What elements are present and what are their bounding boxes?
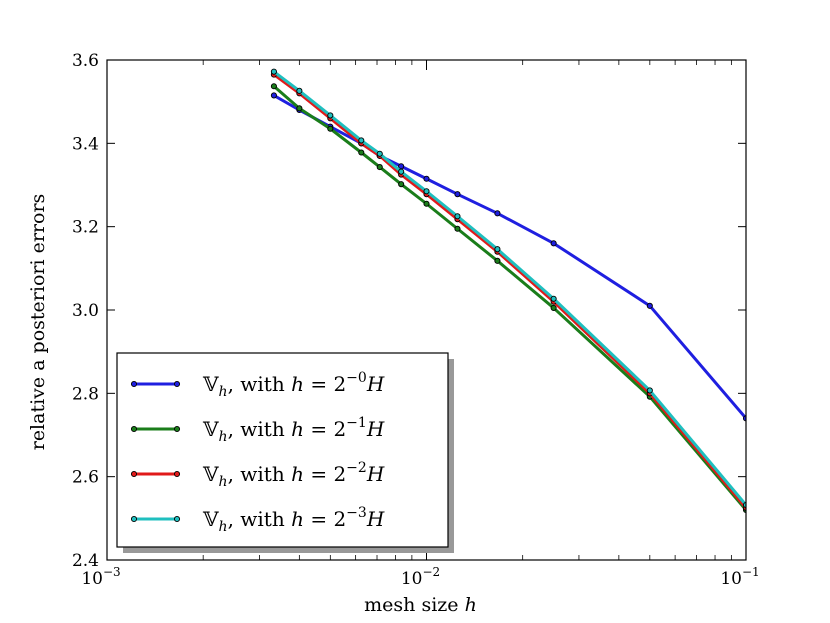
legend-entry: 𝕍h, with h = 2−1H <box>130 415 385 445</box>
data-point <box>423 200 430 207</box>
series-line-3 <box>273 70 746 506</box>
data-point <box>296 105 303 112</box>
data-point <box>550 304 557 311</box>
legend: 𝕍h, with h = 2−0H 𝕍h, with h = 2−1H 𝕍h, wi… <box>116 352 454 553</box>
legend-marker <box>130 470 138 478</box>
x-tick-label: 10−3 <box>81 565 120 589</box>
x-tick-label: 10−2 <box>401 565 440 589</box>
series-1 <box>270 83 746 514</box>
series-line-2 <box>273 73 746 509</box>
data-point <box>550 240 557 247</box>
x-tick-label: 10−1 <box>720 565 759 589</box>
data-point <box>423 175 430 182</box>
legend-marker <box>130 515 138 523</box>
data-point <box>327 112 334 119</box>
data-point <box>423 188 430 195</box>
data-point <box>742 415 746 422</box>
y-tick-label: 2.8 <box>72 384 99 404</box>
data-point <box>358 137 365 144</box>
legend-label: 𝕍h, with h = 2−2H <box>202 460 385 490</box>
legend-marker <box>130 380 138 388</box>
legend-marker <box>173 515 181 523</box>
legend-label: 𝕍h, with h = 2−3H <box>202 505 385 535</box>
y-tick-label: 3.0 <box>72 301 99 321</box>
legend-label: 𝕍h, with h = 2−1H <box>202 415 385 445</box>
data-point <box>646 302 653 309</box>
x-axis-label: mesh size h <box>364 594 477 616</box>
legend-entry: 𝕍h, with h = 2−3H <box>130 505 385 535</box>
data-point <box>270 83 277 90</box>
data-point <box>454 213 461 220</box>
legend-entry: 𝕍h, with h = 2−0H <box>130 370 385 400</box>
data-point <box>296 87 303 94</box>
data-point <box>398 168 405 175</box>
legend-marker <box>173 380 181 388</box>
y-tick-label: 2.6 <box>72 468 99 488</box>
legend-marker <box>173 425 181 433</box>
data-point <box>494 246 501 253</box>
data-point <box>454 225 461 232</box>
data-point <box>376 164 383 171</box>
data-point <box>376 150 383 157</box>
plot-area <box>270 68 746 514</box>
y-axis-label: relative a posteriori errors <box>27 194 49 451</box>
y-tick-label: 3.6 <box>72 51 99 71</box>
data-point <box>454 191 461 198</box>
data-point <box>358 149 365 156</box>
data-point <box>494 257 501 264</box>
data-point <box>270 92 277 99</box>
series-3 <box>270 68 746 509</box>
legend-entry: 𝕍h, with h = 2−2H <box>130 460 385 490</box>
y-tick-label: 3.2 <box>72 218 99 238</box>
data-point <box>398 181 405 188</box>
legend-label: 𝕍h, with h = 2−0H <box>202 370 385 400</box>
data-point <box>270 68 277 75</box>
data-point <box>550 295 557 302</box>
y-tick-label: 2.4 <box>72 551 99 571</box>
data-point <box>327 125 334 132</box>
data-point <box>742 501 746 509</box>
legend-marker <box>130 425 138 433</box>
data-point <box>646 387 653 394</box>
series-line-1 <box>272 85 746 511</box>
y-tick-label: 3.4 <box>72 134 99 154</box>
data-point <box>398 163 405 170</box>
data-point <box>494 210 501 217</box>
legend-marker <box>173 470 181 478</box>
